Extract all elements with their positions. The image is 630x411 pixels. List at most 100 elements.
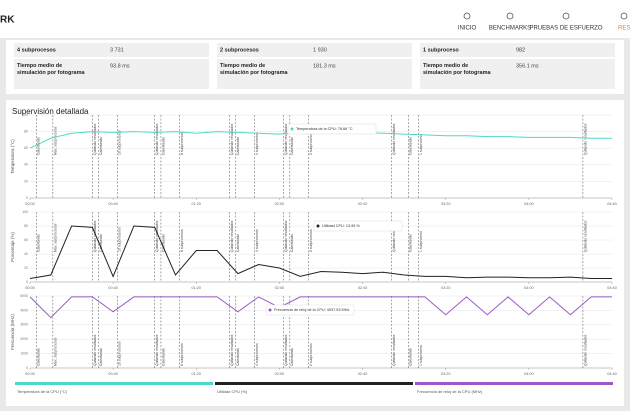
y-tick-label: 20 — [24, 266, 28, 270]
x-tick-label: 01:20 — [192, 286, 202, 290]
tooltip-dot — [268, 308, 272, 312]
stat-label: 2 subprocesos — [220, 47, 259, 53]
stat-time-label: Tiempo medio de simulación por fotograma — [17, 63, 85, 76]
section-title: Supervisión detallada — [12, 107, 89, 116]
y-tick-label: 2000 — [20, 337, 28, 341]
nav-item[interactable]: PRUEBAS DE ESFUERZO — [529, 26, 602, 32]
y-axis-label: Temperatura (°C) — [10, 139, 15, 174]
phase-label: Quitando resultados — [284, 123, 288, 155]
phase-label: Quitando resultados — [155, 220, 159, 252]
phase-label: Quitando resultados — [93, 334, 97, 366]
phase-label: Máx. subprocesos — [53, 126, 57, 155]
stat-value: 982 — [516, 47, 525, 53]
phase-label: Calentando — [290, 234, 294, 252]
phase-label: Calentando — [409, 137, 413, 155]
x-tick-label: 02:40 — [358, 372, 368, 376]
phase-label: Calentando — [236, 137, 240, 155]
phase-label: Calentando — [236, 348, 240, 366]
y-tick-label: 80 — [24, 130, 28, 134]
stat-row-bg — [420, 59, 615, 89]
x-tick-label: 03:20 — [441, 202, 451, 206]
y-axis-label: Frecuencia (MHz) — [10, 314, 15, 350]
y-tick-label: 40 — [24, 163, 28, 167]
phase-label: Quitando resultados — [230, 220, 234, 252]
phase-label: Quitando resultados — [155, 123, 159, 155]
phase-label: 16 subprocesos — [118, 130, 122, 155]
stat-time-value: 181.3 ms — [313, 63, 336, 69]
stat-value: 1 930 — [313, 47, 327, 53]
stat-time-label: Tiempo medio de simulación por fotograma — [220, 63, 288, 76]
phase-label: 8 subprocesos — [180, 343, 184, 366]
tooltip — [265, 304, 355, 316]
phase-label: Calentando — [236, 234, 240, 252]
phase-label: 2 subprocesos — [309, 343, 313, 366]
stat-row-bg — [420, 43, 615, 57]
x-tick-label: 02:00 — [275, 202, 285, 206]
x-tick-label: 04:00 — [524, 286, 534, 290]
phase-label: Calentando — [161, 234, 165, 252]
phase-label: 2 subprocesos — [309, 229, 313, 252]
y-tick-label: 0 — [26, 366, 28, 370]
tooltip-text: Temperatura de la CPU: 78.66 °C — [296, 127, 353, 131]
chart-panel — [6, 100, 624, 406]
legend-swatch — [415, 382, 613, 385]
x-tick-label: 01:20 — [192, 372, 202, 376]
tooltip-text: Frecuencia de reloj de la CPU: 4937.53 M… — [274, 308, 349, 312]
phase-label: Calentando — [99, 234, 103, 252]
nav-icon — [620, 12, 628, 20]
tooltip-dot — [290, 127, 294, 131]
phase-label: Quitando resultados — [583, 220, 587, 252]
y-tick-label: 60 — [24, 146, 28, 150]
y-tick-label: 3000 — [20, 323, 28, 327]
phase-label: Quitando resultados — [93, 220, 97, 252]
phase-label: Quitando resultados — [583, 123, 587, 155]
stat-row-bg — [217, 59, 412, 89]
y-tick-label: 0 — [26, 280, 28, 284]
x-tick-label: 04:40 — [607, 202, 617, 206]
phase-label: Calentando — [99, 137, 103, 155]
phase-label: Calentando — [409, 348, 413, 366]
nav-item[interactable]: BENCHMARKS — [489, 26, 531, 32]
legend-label: Frecuencia de reloj de la CPU (MHz) — [417, 389, 483, 394]
legend-label: Utilidad CPU (%) — [217, 389, 248, 394]
phase-label: Calentando — [37, 234, 41, 252]
phase-label: 8 subprocesos — [180, 229, 184, 252]
nav-item[interactable]: RESU — [618, 26, 630, 32]
header-bar — [0, 0, 630, 38]
phase-label: Calentando — [290, 137, 294, 155]
legend-label: Temperatura de la CPU (°C) — [17, 389, 68, 394]
y-tick-label: 60 — [24, 238, 28, 242]
stat-label: 4 subprocesos — [17, 47, 56, 53]
phase-label: Quitando resultados — [392, 123, 396, 155]
phase-label: 1 subproceso — [419, 231, 423, 252]
nav-icon — [562, 12, 570, 20]
x-tick-label: 04:40 — [607, 286, 617, 290]
phase-label: 2 subprocesos — [309, 132, 313, 155]
y-tick-label: 20 — [24, 179, 28, 183]
x-tick-label: 02:40 — [358, 286, 368, 290]
x-tick-label: 00:00 — [25, 202, 35, 206]
stat-time-label: Tiempo medio de simulación por fotograma — [423, 63, 491, 76]
phase-label: Calentando — [37, 348, 41, 366]
y-tick-label: 40 — [24, 252, 28, 256]
x-tick-label: 02:40 — [358, 202, 368, 206]
x-tick-label: 02:00 — [275, 286, 285, 290]
phase-label: Calentando — [161, 137, 165, 155]
phase-label: Calentando — [161, 348, 165, 366]
stat-row-bg — [217, 43, 412, 57]
phase-label: 1 subproceso — [419, 134, 423, 155]
stat-label: 1 subproceso — [423, 47, 459, 53]
nav-item[interactable]: INICIO — [458, 26, 477, 32]
phase-label: Máx. subprocesos — [53, 337, 57, 366]
phase-label: Quitando resultados — [583, 334, 587, 366]
series-line — [29, 225, 612, 279]
y-tick-label: 80 — [24, 224, 28, 228]
series-line — [29, 296, 612, 319]
phase-label: Calentando — [290, 348, 294, 366]
x-tick-label: 00:40 — [108, 372, 118, 376]
y-tick-label: 100 — [22, 210, 28, 214]
y-axis-label: Porcentaje (%) — [10, 232, 15, 262]
x-tick-label: 03:20 — [441, 286, 451, 290]
